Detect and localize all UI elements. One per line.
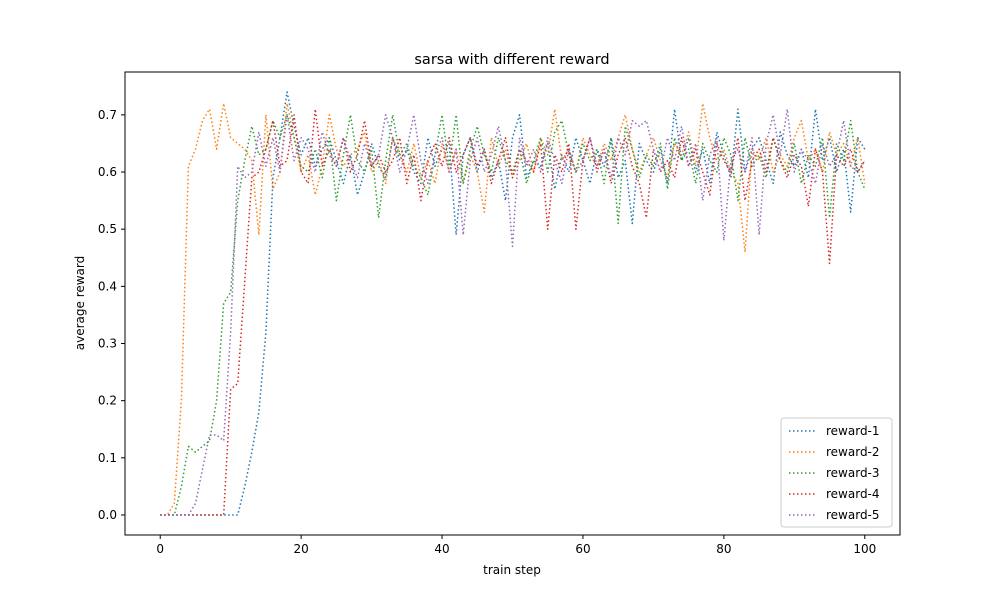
plot-area bbox=[124, 71, 901, 536]
y-tick-label: 0.0 bbox=[98, 508, 117, 522]
series-line-reward-3 bbox=[160, 114, 866, 516]
y-tick-label: 0.7 bbox=[98, 108, 117, 122]
x-axis: 0 20 40 60 80 100 bbox=[156, 535, 876, 556]
series-line-reward-1 bbox=[160, 91, 866, 516]
plot-frame bbox=[124, 71, 901, 536]
legend-label: reward-3 bbox=[826, 466, 880, 480]
x-axis-label: train step bbox=[483, 563, 541, 577]
legend-label: reward-4 bbox=[826, 487, 880, 501]
series-lines bbox=[160, 91, 866, 516]
series-line-reward-5 bbox=[160, 108, 866, 516]
x-tick-label: 80 bbox=[716, 542, 731, 556]
x-tick-label: 40 bbox=[434, 542, 449, 556]
x-tick-label: 60 bbox=[575, 542, 590, 556]
x-tick-label: 0 bbox=[156, 542, 164, 556]
legend: reward-1 reward-2 reward-3 reward-4 reward-5 bbox=[780, 417, 893, 528]
y-axis: 0.0 0.1 0.2 0.3 0.4 0.5 0.6 0.7 bbox=[98, 108, 125, 522]
y-tick-label: 0.5 bbox=[98, 222, 117, 236]
legend-label: reward-5 bbox=[826, 508, 880, 522]
legend-frame bbox=[780, 417, 893, 528]
chart-title: sarsa with different reward bbox=[414, 52, 609, 68]
y-tick-label: 0.2 bbox=[98, 394, 117, 408]
y-tick-label: 0.1 bbox=[98, 451, 117, 465]
x-tick-label: 20 bbox=[293, 542, 308, 556]
x-tick-label: 100 bbox=[853, 542, 876, 556]
series-line-reward-4 bbox=[160, 108, 866, 516]
y-axis-label: average reward bbox=[73, 256, 87, 351]
y-tick-label: 0.6 bbox=[98, 165, 117, 179]
legend-label: reward-1 bbox=[826, 424, 880, 438]
y-tick-label: 0.3 bbox=[98, 337, 117, 351]
legend-label: reward-2 bbox=[826, 445, 880, 459]
y-tick-label: 0.4 bbox=[98, 279, 117, 293]
